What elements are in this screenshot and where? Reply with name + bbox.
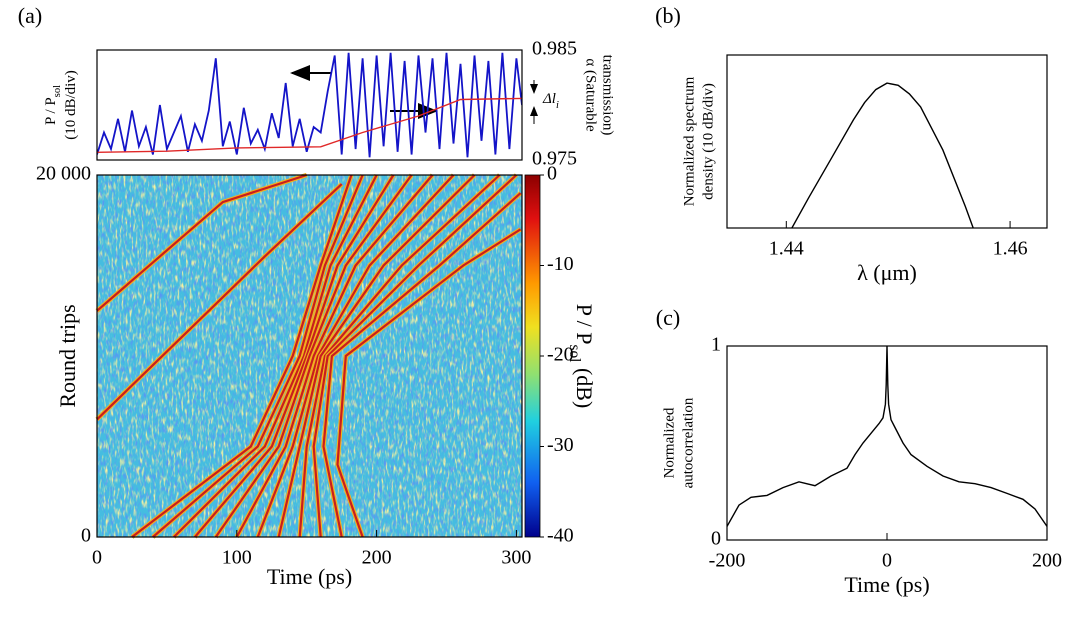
- plot-area: [791, 82, 974, 228]
- trajectory: [277, 174, 476, 538]
- y-axis-label: Round trips: [55, 304, 80, 407]
- trajectory: [194, 174, 395, 538]
- series-line: [791, 82, 974, 228]
- annotation-part: i: [556, 100, 559, 111]
- plot-area: [727, 345, 1047, 527]
- colorbar-tick-label: -30: [547, 434, 574, 456]
- trajectory: [322, 192, 522, 538]
- x-tick-label: -200: [709, 550, 746, 572]
- colorbar-tick-label: -20: [547, 344, 574, 366]
- y-axis-label: Normalized: [661, 407, 677, 478]
- x-axis-label: λ (μm): [857, 260, 917, 285]
- plot-area: [97, 52, 522, 158]
- panel-label: (b): [655, 3, 681, 28]
- y-tick-label: 20 000: [36, 163, 91, 185]
- trajectory: [173, 174, 378, 538]
- trajectory: [312, 174, 518, 538]
- trajectory: [96, 173, 308, 312]
- y-axis-label: P / Psol: [43, 85, 62, 125]
- plot-frame: [96, 49, 523, 161]
- colorbar-tick-label: -40: [547, 525, 574, 547]
- trajectory: [152, 174, 364, 538]
- trajectory: [235, 174, 434, 538]
- y2-axis-label: transmission): [600, 55, 616, 136]
- y-axis-label-part: sol: [52, 85, 63, 97]
- x-tick-label: 1.46: [993, 238, 1028, 260]
- x-tick-label: 100: [222, 547, 252, 569]
- colorbar-tick-label: 0: [547, 163, 557, 185]
- annotation-part: Δl: [542, 91, 556, 107]
- y-axis-label-part: (10 dB/div): [63, 70, 79, 140]
- trajectories: [95, 172, 523, 539]
- x-axis-label: Time (ps): [844, 572, 929, 597]
- trajectory: [214, 174, 413, 538]
- plot-frame: [96, 174, 523, 538]
- colorbar-label: P / Psol (dB): [566, 304, 597, 409]
- series-line: [727, 345, 1047, 527]
- x-tick-label: 1.44: [769, 238, 804, 260]
- trajectory: [131, 174, 353, 538]
- y-tick-label: 0: [711, 528, 721, 550]
- y2-tick-label: 0.985: [532, 38, 577, 60]
- series-line: [97, 97, 522, 153]
- y-tick-label: 1: [711, 334, 721, 356]
- y-axis-label-part: P / P: [43, 97, 59, 125]
- colorbar-tick-label: -10: [547, 253, 574, 275]
- x-tick-label: 0: [882, 550, 892, 572]
- annotation: Δli: [542, 91, 559, 110]
- trajectory: [96, 183, 343, 421]
- trajectory: [256, 174, 455, 538]
- x-tick-label: 0: [92, 547, 102, 569]
- colorbar-label-part: (dB): [572, 362, 597, 408]
- trajectory: [336, 228, 522, 538]
- y2-axis-label: α (Saturable: [583, 58, 599, 132]
- y-tick-label: 0: [81, 525, 91, 547]
- plot-frame: [726, 54, 1048, 229]
- y2-tick-label: 0.975: [532, 148, 577, 170]
- colorbar-label-part: sol: [566, 344, 583, 362]
- trajectory: [298, 174, 501, 538]
- x-axis-label: Time (ps): [267, 564, 352, 589]
- series-line: [97, 52, 522, 158]
- y-axis-label: density (10 dB/div): [700, 83, 716, 200]
- y-axis-label: Normalized spectrum: [681, 76, 697, 206]
- y-axis-label: autocorrelation: [680, 397, 696, 488]
- x-tick-label: 300: [501, 547, 531, 569]
- panel-label: (c): [656, 305, 680, 330]
- panel-label: (a): [18, 3, 42, 28]
- x-tick-label: 200: [362, 547, 392, 569]
- colorbar-label-part: P / P: [572, 304, 597, 345]
- colorbar: [524, 174, 541, 538]
- y-axis-label: (10 dB/div): [63, 70, 79, 140]
- x-tick-label: 200: [1032, 550, 1062, 572]
